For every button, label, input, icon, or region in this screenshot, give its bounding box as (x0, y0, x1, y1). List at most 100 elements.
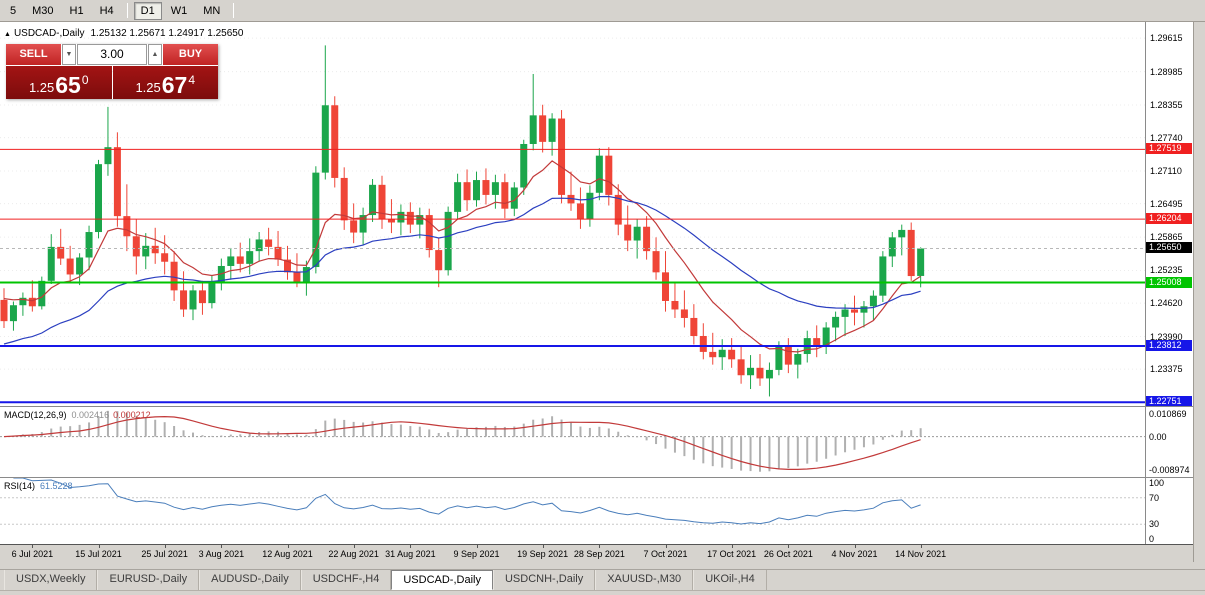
rsi-label: RSI(14) 61.5228 (4, 481, 73, 491)
timeframe-button-d1[interactable]: D1 (133, 1, 162, 20)
one-click-trading-widget: SELL ▼ 3.00 ▲ BUY 1.25 65 0 1.25 67 4 (6, 44, 218, 99)
price-axis-tick: 1.23990 (1150, 331, 1183, 342)
timeframe-button-mn[interactable]: MN (203, 4, 221, 17)
time-axis-tickmark (98, 545, 100, 548)
time-axis-label: 31 Aug 2021 (385, 549, 436, 559)
ohlc-values: 1.25132 1.25671 1.24917 1.25650 (90, 28, 244, 39)
time-axis-tickmark (665, 545, 667, 548)
symbol-title: USDCAD-,Daily (13, 28, 85, 39)
toolbar-separator (126, 3, 128, 18)
macd-value-signal: 0.000212 (113, 410, 151, 420)
volume-input[interactable]: 3.00 (77, 44, 147, 65)
chart-title: ▲ USDCAD-,Daily 1.25132 1.25671 1.24917 1.… (4, 28, 243, 39)
time-axis-label: 12 Aug 2021 (262, 549, 313, 559)
rsi-chart-canvas[interactable] (0, 478, 1145, 544)
chart-tab-usdcad-daily[interactable]: USDCAD-,Daily (391, 570, 493, 590)
rsi-indicator-panel[interactable]: RSI(14) 61.5228 (0, 478, 1145, 544)
rsi-axis-tick: 0 (1149, 534, 1155, 544)
buy-price-display[interactable]: 1.25 67 4 (112, 66, 218, 99)
timeframe-button-h4[interactable]: H4 (99, 4, 114, 17)
time-axis-label: 6 Jul 2021 (11, 549, 54, 559)
panel-divider[interactable] (0, 477, 1193, 478)
buy-price-big: 67 (161, 72, 188, 98)
rsi-axis-tick: 70 (1149, 492, 1160, 503)
rsi-axis-tick: 30 (1149, 519, 1160, 530)
sell-price-display[interactable]: 1.25 65 0 (6, 66, 112, 99)
macd-indicator-panel[interactable]: MACD(12,26,9) 0.002416 0.000212 (0, 407, 1145, 477)
macd-value-main: 0.002416 (71, 410, 110, 420)
collapse-arrow-icon[interactable]: ▲ (4, 31, 11, 38)
time-axis-label: 15 Jul 2021 (75, 549, 122, 559)
window-right-strip (1193, 22, 1205, 562)
price-axis-tick: 1.29615 (1150, 33, 1183, 44)
time-axis-line (0, 544, 1193, 545)
time-axis-tickmark (353, 545, 355, 548)
time-axis-tickmark (32, 545, 34, 548)
time-axis[interactable]: 6 Jul 2021 15 Jul 2021 25 Jul 2021 3 Aug 20… (0, 545, 1193, 562)
rsi-axis[interactable]: 100 70 30 0 (1146, 478, 1193, 544)
time-axis-tickmark (476, 545, 478, 548)
buy-price-prefix: 1.25 (135, 80, 161, 95)
price-axis-tick: 1.23375 (1150, 364, 1183, 375)
axis-divider (1145, 22, 1146, 544)
candlestick-chart-canvas[interactable] (0, 22, 1145, 406)
macd-name: MACD(12,26,9) (4, 410, 67, 420)
macd-axis[interactable]: 0.010869 0.00 -0.008974 (1146, 407, 1193, 477)
chart-tab-eurusd-daily[interactable]: EURUSD-,Daily (97, 570, 200, 590)
macd-axis-max: 0.010869 (1149, 409, 1187, 419)
time-axis-tickmark (542, 545, 544, 548)
timeframe-button-w1[interactable]: W1 (170, 4, 188, 17)
price-axis-tick: 1.28355 (1150, 100, 1183, 110)
time-axis-tickmark (731, 545, 733, 548)
time-axis-label: 25 Jul 2021 (141, 549, 188, 559)
time-axis-label: 9 Sep 2021 (453, 549, 500, 559)
rsi-name: RSI(14) (4, 481, 36, 491)
time-axis-tickmark (599, 545, 601, 548)
macd-axis-min: -0.008974 (1149, 465, 1190, 475)
price-axis-tick: 1.25865 (1150, 232, 1183, 243)
chart-tab-usdchf-h4[interactable]: USDCHF-,H4 (300, 570, 392, 590)
status-bar (0, 590, 1205, 595)
chart-tab-usdx-weekly[interactable]: USDX,Weekly (4, 570, 98, 590)
chart-tab-audusd-daily[interactable]: AUDUSD-,Daily (199, 570, 301, 590)
price-level-badge: 1.23812 (1146, 339, 1192, 351)
timeframe-toolbar: 5 M30 H1 H4 D1 W1 MN (0, 0, 1205, 22)
buy-button[interactable]: BUY (163, 44, 218, 65)
price-chart-panel[interactable]: ▲ USDCAD-,Daily 1.25132 1.25671 1.24917 1.… (0, 22, 1145, 406)
time-axis-tickmark (164, 545, 166, 548)
buy-price-sup: 4 (188, 73, 196, 87)
sell-price-big: 65 (55, 72, 81, 98)
volume-down-icon[interactable]: ▼ (62, 44, 76, 65)
chart-tab-xauusd-m30[interactable]: XAUUSD-,M30 (595, 570, 694, 590)
time-axis-label: 19 Sep 2021 (517, 549, 569, 559)
time-axis-tickmark (788, 545, 790, 548)
volume-up-icon[interactable]: ▲ (148, 44, 162, 65)
time-axis-tickmark (410, 545, 412, 548)
chart-tab-usdcnh-daily[interactable]: USDCNH-,Daily (492, 570, 596, 590)
panel-divider[interactable] (0, 406, 1193, 407)
timeframe-button-h1[interactable]: H1 (69, 4, 84, 17)
time-axis-tickmark (854, 545, 856, 548)
price-axis-tick: 1.24620 (1150, 298, 1183, 309)
time-axis-tickmark (287, 545, 289, 548)
time-axis-tickmark (920, 545, 922, 548)
price-axis-tick: 1.28985 (1150, 66, 1183, 77)
price-axis[interactable]: 1.29615 1.28985 1.28355 1.27740 1.27110 1.264… (1146, 22, 1193, 406)
macd-chart-canvas[interactable] (0, 407, 1145, 477)
chart-tab-bar: USDX,Weekly EURUSD-,Daily AUDUSD-,Daily USD… (0, 569, 1205, 590)
time-axis-label: 22 Aug 2021 (328, 549, 379, 559)
price-level-badge: 1.26204 (1146, 213, 1192, 225)
price-axis-tick: 1.27740 (1150, 132, 1183, 143)
chart-tab-ukoil-h4[interactable]: UKOil-,H4 (693, 570, 767, 590)
price-axis-tick: 1.27110 (1150, 166, 1182, 177)
toolbar-separator (233, 3, 235, 18)
timeframe-button-m30[interactable]: M30 (32, 4, 54, 17)
timeframe-button-5[interactable]: 5 (10, 4, 17, 17)
price-axis-tick: 1.25235 (1150, 265, 1183, 276)
time-axis-label: 17 Oct 2021 (707, 549, 757, 559)
price-level-badge: 1.25008 (1146, 276, 1192, 288)
time-axis-label: 26 Oct 2021 (763, 549, 813, 559)
sell-button[interactable]: SELL (6, 44, 61, 65)
rsi-value: 61.5228 (40, 481, 73, 491)
price-level-badge: 1.22751 (1146, 396, 1192, 406)
